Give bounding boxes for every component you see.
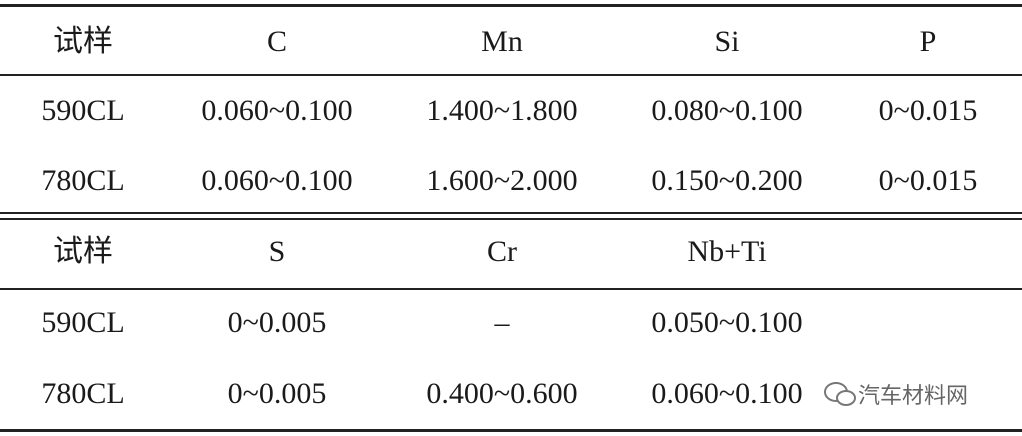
table-cell: 590CL	[41, 94, 125, 127]
header-cell: Mn	[481, 25, 523, 58]
double-rule	[0, 212, 1022, 214]
header-cell: Cr	[487, 235, 517, 268]
table-cell: 0~0.015	[878, 164, 978, 197]
table-cell: 0~0.015	[878, 94, 978, 127]
table-cell: 0~0.005	[227, 306, 327, 339]
top-rule	[0, 4, 1022, 7]
header-cell: Nb+Ti	[687, 235, 767, 268]
watermark-text: 汽车材料网	[858, 384, 969, 409]
header-cell: P	[919, 25, 937, 58]
header-rule	[0, 74, 1022, 76]
table-cell: 0.150~0.200	[651, 164, 803, 197]
table-cell: 780CL	[41, 164, 125, 197]
table-cell: 0.400~0.600	[426, 377, 578, 410]
table-cell: 0.080~0.100	[651, 94, 803, 127]
table-cell: 0.060~0.100	[201, 94, 353, 127]
table-cell: 0.050~0.100	[651, 306, 803, 339]
header-cell: 试样	[53, 235, 113, 268]
header-cell: S	[268, 235, 286, 268]
table-cell: 0.060~0.100	[201, 164, 353, 197]
table-cell: 590CL	[41, 306, 125, 339]
table-cell: 0~0.005	[227, 377, 327, 410]
bottom-rule	[0, 429, 1022, 432]
table-cell: 1.400~1.800	[426, 94, 578, 127]
table-cell: 780CL	[41, 377, 125, 410]
table-cell: 0.060~0.100	[651, 377, 803, 410]
watermark-icon	[824, 382, 856, 406]
table-cell: –	[494, 306, 510, 339]
header-rule	[0, 288, 1022, 290]
watermark: 汽车材料网	[822, 378, 968, 410]
header-cell: Si	[714, 25, 740, 58]
header-cell: C	[266, 25, 288, 58]
table-cell: 1.600~2.000	[426, 164, 578, 197]
header-cell: 试样	[53, 25, 113, 58]
double-rule	[0, 218, 1022, 220]
